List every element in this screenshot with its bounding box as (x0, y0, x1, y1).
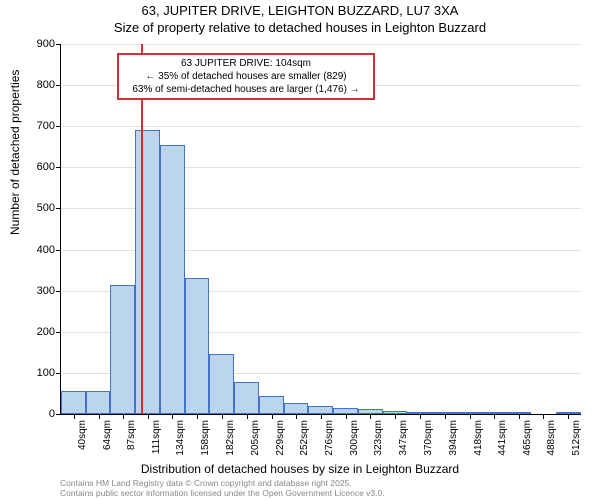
footer-line1: Contains HM Land Registry data © Crown c… (60, 478, 385, 488)
chart-container: 63, JUPITER DRIVE, LEIGHTON BUZZARD, LU7… (0, 0, 600, 500)
xtick-mark (247, 414, 248, 419)
xtick-mark (172, 414, 173, 419)
ytick-mark (56, 208, 61, 209)
histogram-bar (61, 391, 86, 414)
chart-title-line1: 63, JUPITER DRIVE, LEIGHTON BUZZARD, LU7… (0, 3, 600, 18)
xtick-mark (420, 414, 421, 419)
ytick-mark (56, 414, 61, 415)
xtick-mark (543, 414, 544, 419)
xtick-label: 64sqm (102, 420, 113, 460)
xtick-label: 370sqm (423, 420, 434, 460)
histogram-bar (284, 403, 309, 414)
xtick-mark (370, 414, 371, 419)
ytick-label: 900 (15, 38, 55, 50)
ytick-mark (56, 44, 61, 45)
ytick-label: 800 (15, 79, 55, 91)
histogram-bar (308, 406, 333, 414)
annotation-line2: ← 35% of detached houses are smaller (82… (123, 70, 369, 83)
annotation-box: 63 JUPITER DRIVE: 104sqm← 35% of detache… (117, 53, 375, 100)
xtick-mark (74, 414, 75, 419)
xtick-label: 418sqm (473, 420, 484, 460)
xtick-label: 300sqm (349, 420, 360, 460)
x-axis-label: Distribution of detached houses by size … (0, 462, 600, 476)
ytick-label: 0 (15, 408, 55, 420)
histogram-bar (185, 278, 210, 414)
xtick-label: 252sqm (299, 420, 310, 460)
histogram-bar (259, 396, 284, 415)
ytick-label: 600 (15, 161, 55, 173)
ytick-label: 100 (15, 367, 55, 379)
annotation-line1: 63 JUPITER DRIVE: 104sqm (123, 57, 369, 70)
xtick-label: 512sqm (571, 420, 582, 460)
ytick-mark (56, 291, 61, 292)
histogram-bar (160, 145, 185, 414)
ytick-mark (56, 373, 61, 374)
annotation-line3: 63% of semi-detached houses are larger (… (123, 83, 369, 96)
xtick-mark (395, 414, 396, 419)
xtick-mark (470, 414, 471, 419)
xtick-label: 488sqm (546, 420, 557, 460)
xtick-label: 111sqm (151, 420, 162, 460)
ytick-mark (56, 332, 61, 333)
xtick-mark (222, 414, 223, 419)
footer-line2: Contains public sector information licen… (60, 488, 385, 498)
ytick-label: 500 (15, 202, 55, 214)
xtick-mark (494, 414, 495, 419)
ytick-mark (56, 85, 61, 86)
xtick-mark (321, 414, 322, 419)
xtick-mark (123, 414, 124, 419)
xtick-label: 465sqm (522, 420, 533, 460)
ytick-mark (56, 250, 61, 251)
xtick-label: 158sqm (200, 420, 211, 460)
ytick-label: 400 (15, 244, 55, 256)
histogram-bar (209, 354, 234, 414)
ytick-label: 200 (15, 326, 55, 338)
xtick-mark (296, 414, 297, 419)
ytick-mark (56, 126, 61, 127)
xtick-label: 229sqm (275, 420, 286, 460)
xtick-label: 134sqm (175, 420, 186, 460)
chart-footer: Contains HM Land Registry data © Crown c… (60, 478, 385, 498)
chart-title-line2: Size of property relative to detached ho… (0, 20, 600, 35)
xtick-label: 87sqm (126, 420, 137, 460)
xtick-mark (346, 414, 347, 419)
gridline (61, 44, 581, 45)
xtick-label: 205sqm (250, 420, 261, 460)
xtick-mark (519, 414, 520, 419)
xtick-mark (568, 414, 569, 419)
ytick-label: 300 (15, 285, 55, 297)
ytick-label: 700 (15, 120, 55, 132)
xtick-label: 182sqm (225, 420, 236, 460)
xtick-mark (148, 414, 149, 419)
histogram-bar (234, 382, 259, 414)
xtick-label: 40sqm (77, 420, 88, 460)
histogram-bar (110, 285, 135, 415)
xtick-mark (99, 414, 100, 419)
xtick-mark (197, 414, 198, 419)
xtick-label: 347sqm (398, 420, 409, 460)
ytick-mark (56, 167, 61, 168)
chart-plot-area: 63 JUPITER DRIVE: 104sqm← 35% of detache… (60, 44, 581, 415)
gridline (61, 126, 581, 127)
xtick-mark (272, 414, 273, 419)
histogram-bar (86, 391, 111, 414)
xtick-label: 276sqm (324, 420, 335, 460)
xtick-label: 441sqm (497, 420, 508, 460)
xtick-label: 323sqm (373, 420, 384, 460)
xtick-label: 394sqm (448, 420, 459, 460)
xtick-mark (445, 414, 446, 419)
histogram-bar (135, 130, 160, 414)
